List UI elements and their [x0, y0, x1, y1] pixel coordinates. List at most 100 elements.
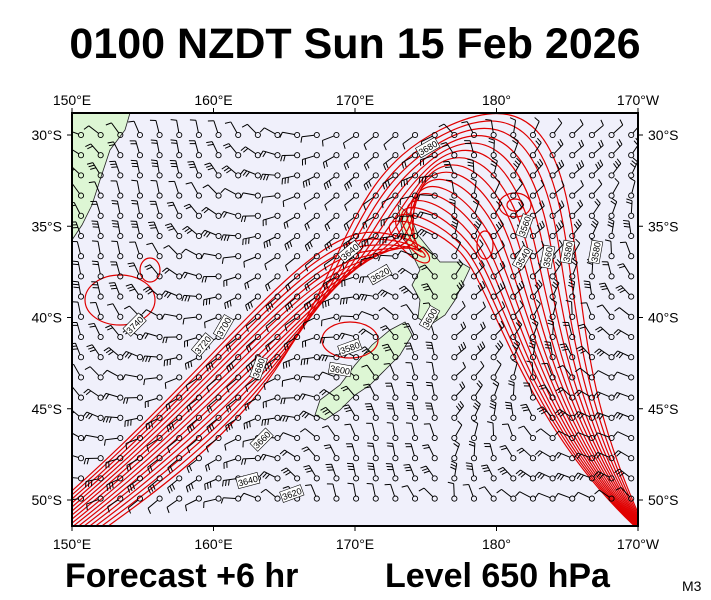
barb	[92, 263, 99, 266]
station	[588, 354, 595, 361]
barb	[518, 449, 525, 454]
barb	[169, 485, 173, 492]
barb	[105, 122, 112, 126]
barb	[304, 413, 310, 419]
barb	[496, 359, 502, 365]
barb	[617, 263, 624, 266]
barb	[346, 222, 350, 229]
barb-shaft	[558, 451, 571, 458]
barb-shaft	[206, 378, 217, 388]
barb-shaft	[165, 290, 178, 297]
station	[588, 152, 595, 159]
barb-shaft	[475, 346, 486, 356]
barb-shaft	[602, 304, 611, 316]
barb	[87, 145, 93, 150]
contour-label-box	[327, 361, 353, 378]
barb-shaft	[573, 223, 582, 235]
barb	[447, 481, 454, 485]
barb-shaft	[390, 484, 396, 497]
station	[294, 333, 301, 341]
barb-shaft	[244, 398, 256, 406]
station	[274, 152, 281, 159]
barb	[600, 285, 607, 288]
barb	[487, 421, 494, 424]
barb-shaft	[87, 388, 99, 397]
barb-shaft	[598, 348, 610, 357]
contour	[100, 120, 638, 526]
station	[451, 455, 458, 462]
barb	[377, 289, 383, 295]
station	[353, 192, 360, 199]
barb-shaft	[474, 404, 481, 416]
station	[628, 192, 635, 199]
station	[77, 354, 85, 361]
station	[235, 152, 242, 159]
barb	[348, 180, 353, 187]
barb	[515, 322, 521, 328]
barb-shaft	[116, 180, 121, 194]
station	[628, 293, 635, 300]
station	[392, 333, 399, 341]
barb	[618, 353, 624, 359]
barb	[85, 143, 91, 147]
barb	[579, 326, 586, 330]
barb-shaft	[402, 136, 414, 145]
barb	[171, 422, 175, 429]
barb	[520, 199, 525, 206]
barb	[515, 469, 521, 475]
station	[411, 172, 419, 179]
barb	[568, 284, 574, 289]
barb-shaft	[224, 188, 237, 195]
station	[470, 273, 478, 280]
barb	[145, 424, 148, 431]
barb	[599, 351, 605, 357]
barb-shaft	[265, 297, 276, 307]
barb	[397, 267, 403, 273]
barb	[442, 160, 450, 163]
station	[254, 495, 261, 502]
station	[451, 232, 458, 240]
station	[372, 212, 379, 219]
barb-shaft	[578, 389, 590, 397]
barb	[326, 223, 331, 230]
barb-shaft	[454, 221, 459, 234]
barb	[419, 264, 426, 268]
barb-shaft	[454, 443, 460, 456]
barb	[286, 221, 289, 228]
barb-shaft	[520, 469, 532, 478]
station	[353, 434, 360, 442]
barb	[450, 466, 456, 470]
station	[294, 273, 301, 280]
barb	[111, 482, 114, 489]
barb	[365, 182, 370, 189]
station	[353, 475, 360, 482]
lat-label-right: 35°S	[648, 218, 679, 234]
barb	[86, 344, 93, 348]
barb-shaft	[492, 422, 495, 436]
barb	[225, 345, 229, 352]
station	[156, 475, 163, 482]
barb-shaft	[546, 363, 553, 376]
station	[411, 394, 419, 401]
barb	[554, 493, 559, 499]
station	[156, 293, 163, 300]
barb-shaft	[209, 162, 218, 174]
station	[431, 192, 438, 199]
station	[254, 293, 261, 300]
barb-shaft	[619, 307, 630, 316]
barb-shaft	[302, 337, 315, 343]
station	[274, 455, 281, 462]
barb	[561, 180, 565, 187]
barb-shaft	[407, 485, 415, 497]
barb-shaft	[592, 222, 599, 234]
barb	[468, 443, 475, 447]
barb	[246, 282, 250, 289]
barb	[599, 414, 604, 420]
barb	[629, 177, 636, 182]
barb-shaft	[448, 161, 454, 174]
barb-shaft	[97, 241, 101, 254]
barb	[580, 139, 585, 146]
barb-shaft	[407, 323, 415, 335]
station	[176, 434, 183, 442]
barb	[190, 360, 193, 368]
